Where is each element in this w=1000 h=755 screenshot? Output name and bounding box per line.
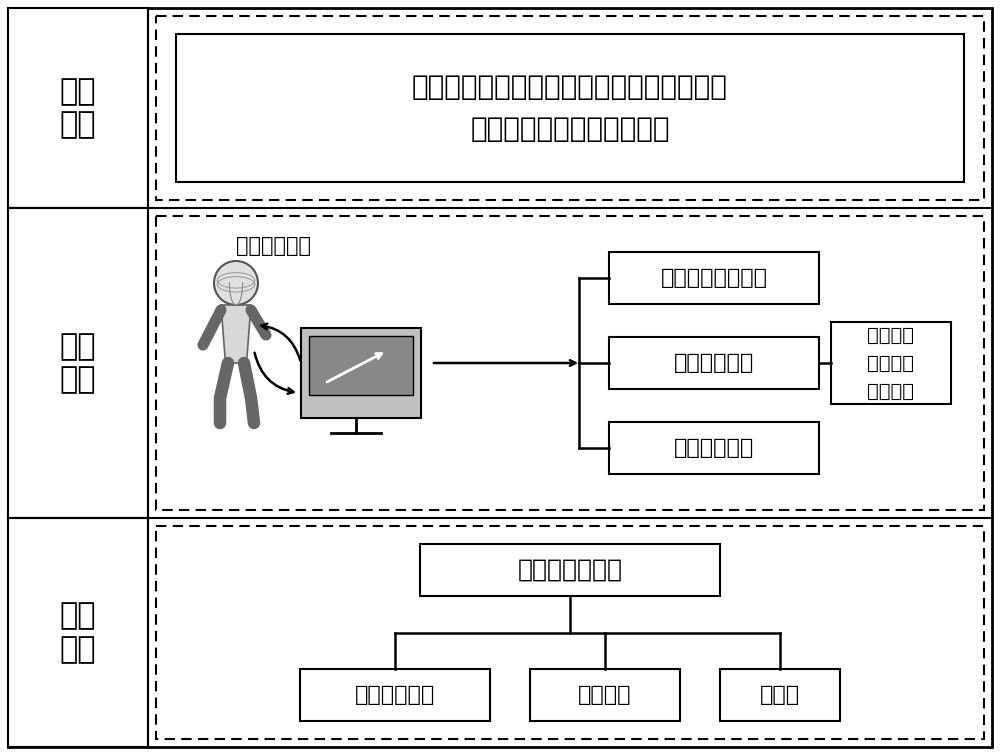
Text: 核心
技术: 核心 技术 xyxy=(60,77,96,140)
Bar xyxy=(301,328,421,418)
Text: 气体采集
磁性分离
移液体系: 气体采集 磁性分离 移液体系 xyxy=(868,325,914,400)
Text: 软件分析平台: 软件分析平台 xyxy=(355,685,435,705)
Bar xyxy=(831,322,951,404)
Bar xyxy=(609,252,819,304)
Circle shape xyxy=(214,261,258,305)
Text: 运动控制模块: 运动控制模块 xyxy=(674,353,754,373)
Text: 温度控制模块: 温度控制模块 xyxy=(674,438,754,458)
Bar xyxy=(8,518,148,747)
Text: 控制软件: 控制软件 xyxy=(578,685,632,705)
Bar xyxy=(156,216,984,510)
Text: 打印机: 打印机 xyxy=(760,685,800,705)
Text: 基于低温等离子体裂解和磁珠吸附的微生物
核酸自动快速提取检测方法: 基于低温等离子体裂解和磁珠吸附的微生物 核酸自动快速提取检测方法 xyxy=(412,73,728,143)
Text: 嵌入式控制系统: 嵌入式控制系统 xyxy=(518,558,622,582)
Bar xyxy=(720,669,840,721)
Bar xyxy=(530,669,680,721)
Bar xyxy=(309,336,413,395)
Bar xyxy=(300,669,490,721)
Bar xyxy=(8,208,148,518)
Text: 控制
平台: 控制 平台 xyxy=(60,601,96,664)
Bar xyxy=(8,8,148,208)
Text: 功能
模块: 功能 模块 xyxy=(60,331,96,394)
Bar xyxy=(156,526,984,739)
Text: 等离子体发生模块: 等离子体发生模块 xyxy=(660,268,768,288)
Bar xyxy=(176,34,964,182)
Bar xyxy=(420,544,720,596)
Polygon shape xyxy=(221,305,251,363)
Bar xyxy=(156,16,984,200)
Text: 人机互动模块: 人机互动模块 xyxy=(236,236,311,256)
Bar xyxy=(609,422,819,474)
Bar xyxy=(609,337,819,389)
